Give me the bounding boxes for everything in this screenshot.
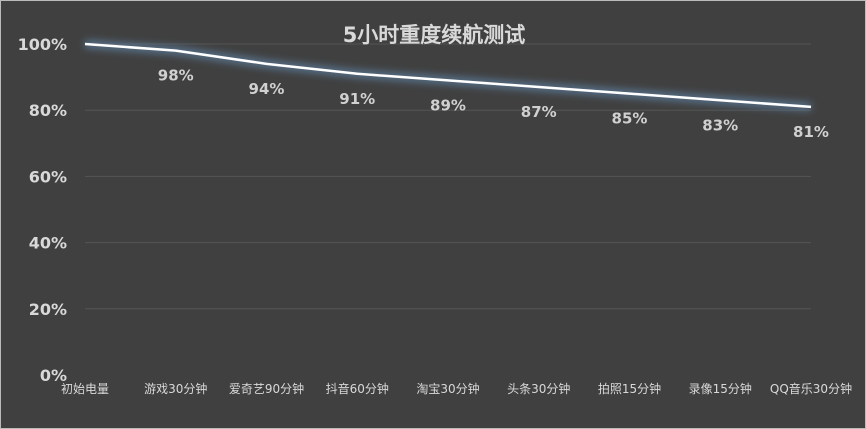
data-label: 85% — [612, 110, 648, 128]
data-label: 91% — [339, 90, 375, 108]
x-tick-label: 录像15分钟 — [689, 381, 752, 396]
data-label: 87% — [521, 103, 557, 121]
x-tick-label: 抖音60分钟 — [326, 381, 389, 396]
x-tick-label: 头条30分钟 — [507, 381, 570, 396]
data-label: 81% — [793, 123, 829, 141]
y-tick-label: 0% — [40, 366, 67, 385]
chart-title: 5小时重度续航测试 — [343, 23, 526, 47]
y-tick-label: 60% — [29, 167, 67, 186]
x-tick-label: 爱奇艺90分钟 — [229, 381, 304, 396]
x-tick-label: 淘宝30分钟 — [416, 381, 479, 396]
x-tick-label: 拍照15分钟 — [598, 381, 661, 396]
y-tick-label: 80% — [29, 101, 67, 120]
y-tick-label: 100% — [18, 35, 67, 54]
x-tick-label: QQ音乐30分钟 — [770, 381, 852, 396]
x-tick-label: 游戏30分钟 — [144, 381, 207, 396]
data-label: 98% — [158, 67, 194, 85]
x-tick-label: 初始电量 — [61, 382, 109, 396]
data-label: 89% — [430, 96, 466, 114]
y-tick-label: 40% — [29, 234, 67, 253]
data-label: 94% — [249, 80, 285, 98]
y-tick-label: 20% — [29, 300, 67, 319]
data-label: 83% — [702, 116, 738, 134]
